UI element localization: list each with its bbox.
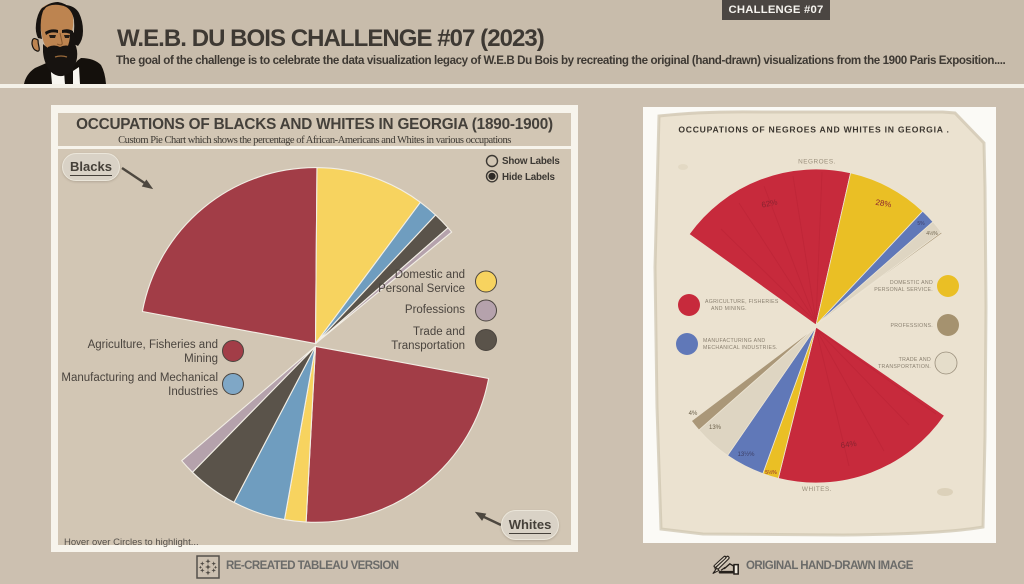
svg-text:13%: 13% [709,425,722,431]
svg-text:TRANSPORTATION.: TRANSPORTATION. [878,364,931,370]
svg-text:PROFESSIONS.: PROFESSIONS. [890,323,933,329]
svg-text:AGRICULTURE, FISHERIES: AGRICULTURE, FISHERIES [705,299,779,305]
svg-text:TRADE AND: TRADE AND [899,357,931,363]
svg-text:MANUFACTURING AND: MANUFACTURING AND [703,338,765,344]
svg-text:WHITES.: WHITES. [802,486,832,493]
svg-text:13½%: 13½% [737,451,755,458]
svg-text:NEGROES.: NEGROES. [798,159,836,166]
svg-text:5%: 5% [917,221,925,227]
svg-text:4%: 4% [689,411,698,417]
svg-text:PERSONAL SERVICE.: PERSONAL SERVICE. [874,287,933,293]
svg-text:DOMESTIC AND: DOMESTIC AND [890,280,933,286]
svg-text:62%: 62% [761,197,779,209]
svg-text:64%: 64% [840,439,857,450]
svg-text:4½%: 4½% [926,230,938,237]
svg-text:5½%: 5½% [765,469,777,476]
svg-text:MECHANICAL INDUSTRIES.: MECHANICAL INDUSTRIES. [703,345,778,351]
svg-text:AND MINING.: AND MINING. [711,306,747,312]
svg-text:OCCUPATIONS OF NEGROES AND WHI: OCCUPATIONS OF NEGROES AND WHITES IN GEO… [678,125,949,135]
svg-text:28%: 28% [875,198,892,210]
